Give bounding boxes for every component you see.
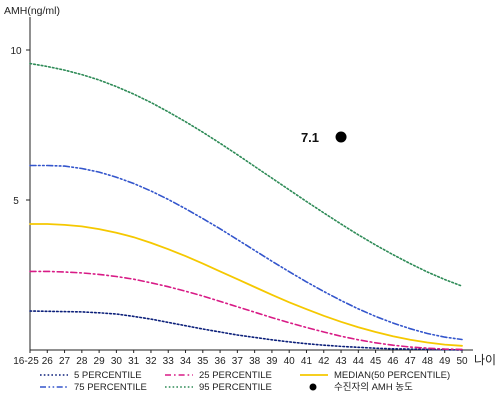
x-ticks: 16-25 26 27 28 29 30 31 32 33 34 35 36 37 38 39 40 41 42 4… — [13, 350, 468, 367]
patient-point — [335, 131, 347, 143]
x-tick-label: 44 — [353, 356, 365, 367]
legend-patient-swatch — [309, 383, 317, 391]
series-line-1 — [29, 270, 463, 351]
x-tick-label: 47 — [405, 356, 417, 367]
x-tick-label: 36 — [215, 356, 227, 367]
x-tick-label: 32 — [145, 356, 157, 367]
x-tick-label: 29 — [94, 356, 106, 367]
x-tick-label: 30 — [111, 356, 123, 367]
series-line-0 — [29, 310, 463, 351]
legend-label-4: 95 PERCENTILE — [199, 382, 272, 393]
x-tick-label: 50 — [456, 356, 468, 367]
chart-legend: 5 PERCENTILE 25 PERCENTILE MEDIAN(50 PERCE… — [40, 370, 450, 393]
x-tick-label: 16-25 — [13, 356, 39, 367]
x-tick-label: 46 — [387, 356, 399, 367]
x-tick-label: 31 — [128, 356, 140, 367]
x-tick-label: 27 — [59, 356, 71, 367]
x-tick-label: 33 — [163, 356, 175, 367]
x-axis-label: 나이 — [474, 353, 496, 367]
x-tick-label: 39 — [266, 356, 278, 367]
x-tick-label: 28 — [76, 356, 88, 367]
x-tick-label: 42 — [318, 356, 330, 367]
patient-marker-layer: 7.1 — [301, 130, 347, 145]
legend-patient-label: 수진자의 AMH 농도 — [334, 382, 413, 393]
x-tick-label: 45 — [370, 356, 382, 367]
x-tick-label: 26 — [42, 356, 54, 367]
series-line-4 — [29, 62, 463, 287]
chart-axes: AMH(ng/ml) 나이 5 10 16-25 26 27 28 29 30 31 32 33 34 35… — [4, 5, 496, 367]
patient-value-label: 7.1 — [301, 130, 319, 145]
legend-label-1: 25 PERCENTILE — [199, 370, 272, 381]
x-tick-label: 37 — [232, 356, 244, 367]
series-line-3 — [29, 164, 463, 341]
legend-label-2: MEDIAN(50 PERCENTILE) — [334, 370, 450, 381]
y-axis-label: AMH(ng/ml) — [4, 5, 60, 17]
legend-label-0: 5 PERCENTILE — [74, 370, 142, 381]
y-tick-label: 10 — [10, 46, 22, 57]
x-tick-label: 34 — [180, 356, 192, 367]
series-line-2 — [29, 223, 463, 347]
x-tick-label: 43 — [335, 356, 347, 367]
y-ticks: 5 10 — [10, 46, 30, 207]
y-tick-label: 5 — [13, 196, 19, 207]
x-tick-label: 48 — [422, 356, 434, 367]
x-tick-label: 41 — [301, 356, 313, 367]
x-tick-label: 49 — [439, 356, 451, 367]
x-tick-label: 35 — [197, 356, 209, 367]
series-layer — [29, 62, 463, 351]
legend-label-3: 75 PERCENTILE — [74, 382, 147, 393]
x-tick-label: 40 — [284, 356, 296, 367]
x-tick-label: 38 — [249, 356, 261, 367]
